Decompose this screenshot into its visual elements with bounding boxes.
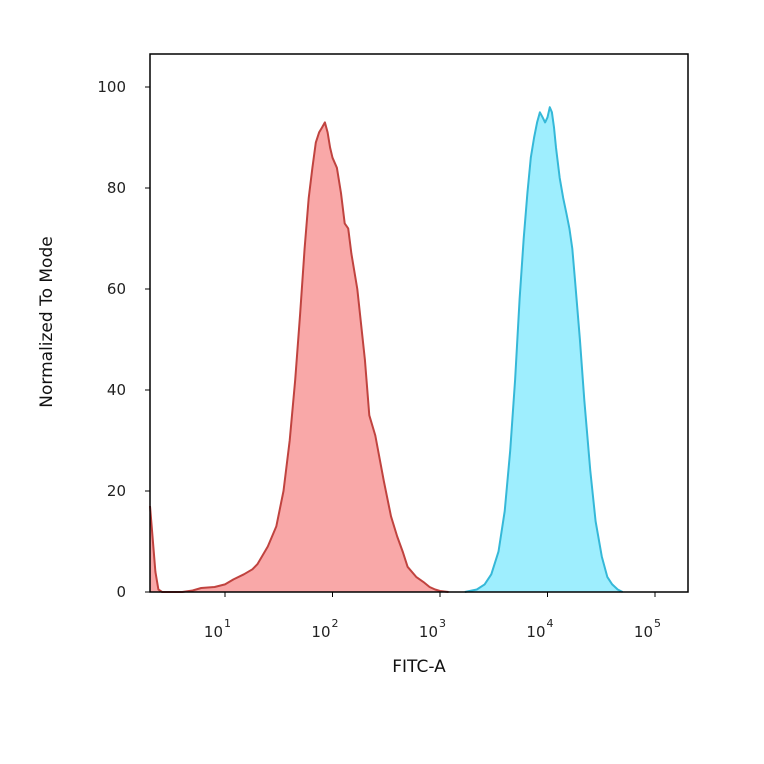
series-1-area [150, 122, 449, 593]
y-tick-label: 80 [107, 179, 126, 197]
x-tick-label-base: 10 [634, 623, 653, 641]
x-tick-label-base: 10 [204, 623, 223, 641]
x-tick-label-base: 10 [311, 623, 330, 641]
x-tick-label-exponent: 2 [332, 617, 339, 630]
x-tick-label-exponent: 3 [439, 617, 446, 630]
y-tick-label: 100 [97, 78, 126, 96]
x-axis-title: FITC-A [392, 657, 446, 677]
y-tick-label: 40 [107, 381, 126, 399]
series-layer [149, 106, 624, 593]
x-tick-label-exponent: 4 [547, 617, 554, 630]
y-axis-title: Normalized To Mode [37, 236, 57, 407]
series-1-line [149, 121, 449, 593]
x-tick-label-base: 10 [526, 623, 545, 641]
x-axis: 10 1 10 2 10 3 10 4 10 5 [204, 592, 661, 641]
x-tick-label-exponent: 5 [654, 617, 661, 630]
y-axis: 0 20 40 60 80 100 [97, 78, 150, 601]
y-tick-label: 20 [107, 482, 126, 500]
plot-frame [149, 53, 689, 593]
x-tick-label-exponent: 1 [224, 617, 231, 630]
series-2-area [464, 107, 623, 592]
y-tick-label: 0 [116, 583, 126, 601]
y-tick-label: 60 [107, 280, 126, 298]
x-tick-label-base: 10 [419, 623, 438, 641]
series-2-line [464, 106, 624, 593]
